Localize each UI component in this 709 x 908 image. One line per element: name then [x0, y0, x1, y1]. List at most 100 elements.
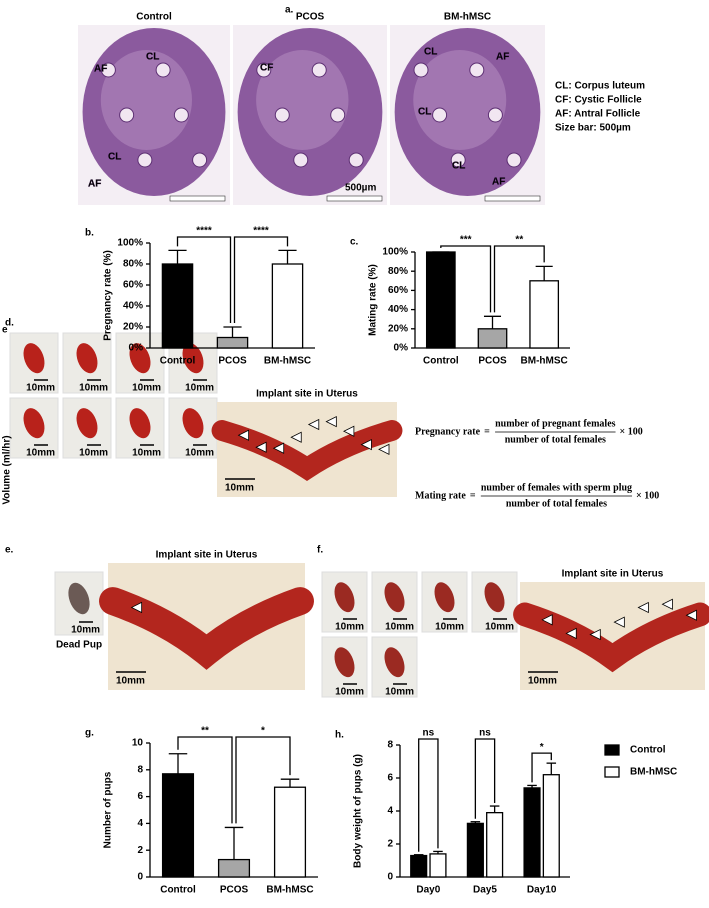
scale-label: 10mm [185, 383, 214, 394]
y-axis-label: Body weight of pups (g) [353, 754, 364, 868]
y-tick-label: 80% [123, 259, 143, 270]
structure-label: AF [88, 179, 101, 190]
y-tick-label: 0% [394, 343, 409, 354]
cropped-text: e [2, 325, 8, 336]
pup [384, 647, 405, 678]
structure-label: CF [260, 63, 273, 74]
y-tick-label: 60% [123, 280, 143, 291]
follicle [450, 152, 466, 168]
column-title: PCOS [296, 12, 325, 23]
scale-label: 10mm [71, 625, 100, 636]
significance-bracket [418, 738, 439, 852]
significance-label: ** [201, 726, 209, 737]
scale-label: 10mm [335, 687, 364, 698]
follicle [100, 62, 116, 78]
significance-bracket [235, 736, 291, 824]
x-tick-label: PCOS [478, 356, 507, 367]
uterus-photo [520, 582, 705, 690]
pup [76, 343, 98, 374]
x-tick-label: Control [423, 356, 459, 367]
scale-label: 10mm [225, 483, 254, 494]
arrow [541, 614, 553, 626]
arrow [565, 627, 577, 640]
follicle [330, 107, 346, 123]
scale-label: 10mm [185, 448, 214, 459]
significance-bracket [233, 236, 289, 323]
bar [542, 774, 560, 878]
arrow [613, 616, 625, 628]
arrow [255, 441, 267, 453]
pup [384, 582, 405, 613]
column-title: Control [136, 12, 172, 23]
y-tick-label: 8 [387, 740, 393, 751]
formula-factor: × 100 [620, 426, 643, 437]
significance-label: *** [460, 235, 472, 246]
arrow [589, 628, 601, 641]
pup-caption: Dead Pup [56, 640, 102, 651]
y-tick-label: 0% [129, 343, 144, 354]
y-tick-label: 6 [387, 773, 393, 784]
scale-label: 10mm [79, 383, 108, 394]
structure-label: AF [496, 52, 509, 63]
scale-label: 10mm [132, 383, 161, 394]
significance-label: ** [515, 235, 523, 246]
y-tick-label: 20% [388, 323, 408, 334]
scale-bar-label: 500µm [345, 183, 376, 194]
pup [484, 582, 505, 613]
structure-label: CL [424, 47, 437, 58]
uterus [211, 420, 403, 482]
y-tick-label: 0 [387, 872, 393, 883]
arrow [325, 415, 337, 428]
arrow [272, 442, 285, 454]
pup [68, 582, 90, 615]
y-tick-label: 100% [117, 238, 143, 249]
arrow [360, 438, 372, 451]
follicle [119, 107, 135, 123]
scale-label: 10mm [116, 676, 145, 687]
follicle [173, 107, 189, 123]
pup [182, 343, 204, 374]
formula-numerator: number of females with sperm plug [481, 482, 632, 493]
y-tick-label: 0 [137, 872, 143, 883]
x-tick-label: PCOS [218, 356, 247, 367]
y-tick-label: 40% [388, 304, 408, 315]
arrow [290, 431, 302, 443]
bar [161, 773, 195, 878]
pup [334, 647, 355, 678]
bar [410, 854, 428, 878]
scale-label: 10mm [528, 676, 557, 687]
scale-bar [326, 195, 383, 202]
scale-bar [484, 195, 541, 202]
formula-denominator: number of total females [506, 498, 607, 509]
follicle [413, 62, 429, 78]
scale-label: 10mm [132, 448, 161, 459]
legend-label: Control [630, 745, 666, 756]
pup [334, 582, 355, 613]
significance-bracket [493, 245, 545, 313]
pup [23, 343, 45, 374]
cropped-text: Volume (ml/hr) [2, 435, 13, 504]
x-tick-label: Control [160, 356, 196, 367]
arrow [661, 598, 673, 610]
y-tick-label: 60% [388, 285, 408, 296]
significance-label: **** [253, 226, 269, 237]
panel-label: c. [350, 237, 359, 248]
photo-title: Implant site in Uterus [562, 569, 664, 580]
bar [216, 336, 249, 349]
follicle [348, 152, 364, 168]
legend-swatch [604, 766, 620, 778]
legend-label: BM-hMSC [630, 767, 677, 778]
significance-bracket [531, 752, 552, 783]
bar [273, 786, 307, 878]
significance-label: * [540, 742, 544, 753]
y-axis-label: Mating rate (%) [368, 264, 379, 336]
bar [271, 263, 304, 349]
column-title: BM-hMSC [444, 12, 491, 23]
follicle [293, 152, 309, 168]
bar [429, 853, 447, 878]
panel-label: a. [285, 5, 294, 16]
scale-label: 10mm [485, 622, 514, 633]
pup [129, 408, 151, 439]
significance-label: **** [196, 226, 212, 237]
